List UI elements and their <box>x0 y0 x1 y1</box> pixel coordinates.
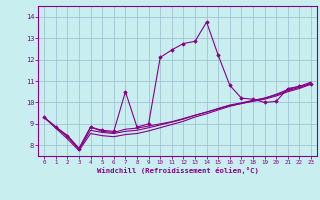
X-axis label: Windchill (Refroidissement éolien,°C): Windchill (Refroidissement éolien,°C) <box>97 167 259 174</box>
